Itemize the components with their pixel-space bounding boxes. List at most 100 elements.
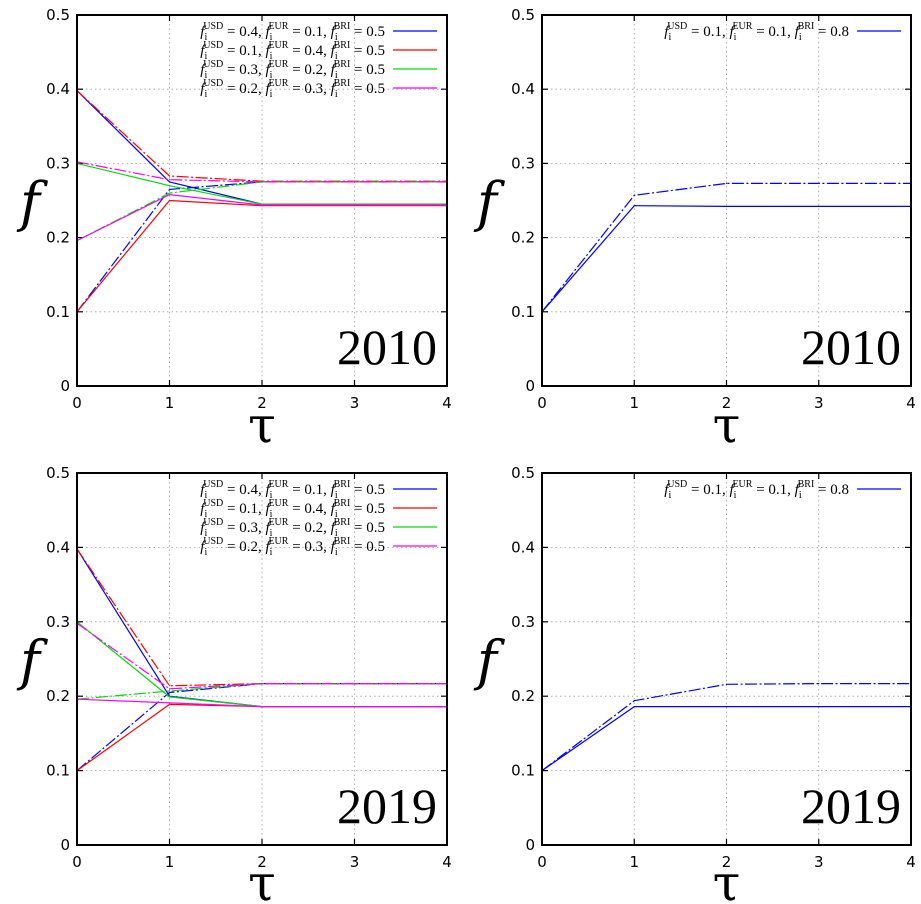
y-tick-label: 0.5 — [511, 6, 535, 24]
data-point — [633, 700, 635, 702]
legend-label: fiUSD = 0.1, fiEUR = 0.1, fiBRI = 0.8 — [664, 21, 849, 43]
y-tick-label: 0.4 — [46, 80, 70, 98]
data-point — [725, 205, 728, 208]
y-tick-label: 0.5 — [46, 6, 70, 24]
plot-frame — [76, 472, 448, 846]
series-line-2 — [76, 703, 447, 772]
data-point — [353, 706, 356, 708]
y-tick-label: 0.3 — [511, 154, 535, 172]
data-point — [353, 204, 356, 206]
plot-frame — [541, 472, 912, 846]
x-tick-label: 3 — [814, 394, 824, 412]
series-line-1 — [76, 181, 447, 313]
y-axis-label: f — [16, 171, 48, 234]
plot-frame — [76, 14, 448, 387]
chart-panel-top-left: 0 1 2 3 4 0 0.1 0.2 0.3 0.4 0.5 fiUSD = 0.4, fiEUR … — [16, 6, 452, 454]
data-point — [168, 691, 171, 694]
year-label: 2019 — [801, 778, 901, 834]
data-point — [633, 194, 635, 196]
chart-panel-bottom-left: 0 1 2 3 4 0 0.1 0.2 0.3 0.4 0.5 fiUSD = 0.4, fiEUR … — [16, 464, 452, 904]
data-point — [168, 199, 171, 202]
data-point — [818, 205, 820, 208]
y-tick-label: 0.2 — [46, 229, 70, 247]
x-axis-label: τ — [713, 396, 741, 454]
x-tick-label: 1 — [165, 853, 175, 871]
legend-label: fiUSD = 0.3, fiEUR = 0.2, fiBRI = 0.5 — [200, 59, 385, 81]
data-point — [168, 688, 171, 690]
data-point — [353, 181, 356, 183]
chart-panel-bottom-right: 0 1 2 3 4 0 0.1 0.2 0.3 0.4 0.5 fiUSD = 0.1, fiEUR … — [473, 464, 916, 904]
x-tick-label: 2 — [257, 394, 267, 412]
data-point — [261, 204, 263, 206]
y-tick-label: 0.1 — [46, 303, 70, 321]
year-label: 2010 — [801, 319, 901, 375]
data-point — [168, 175, 171, 177]
legend-label: fiUSD = 0.2, fiEUR = 0.3, fiBRI = 0.5 — [200, 78, 385, 100]
x-tick-label: 3 — [814, 853, 824, 871]
y-tick-label: 0.3 — [511, 613, 535, 631]
data-point — [818, 682, 820, 685]
y-tick-label: 0 — [525, 377, 535, 395]
data-point — [633, 205, 635, 207]
x-tick-label: 2 — [257, 853, 267, 871]
x-tick-label: 1 — [629, 394, 639, 412]
legend-label: fiUSD = 0.1, fiEUR = 0.4, fiBRI = 0.5 — [200, 40, 385, 62]
x-tick-label: 0 — [537, 394, 547, 412]
x-axis-label: τ — [713, 854, 741, 904]
y-axis-label: f — [473, 171, 505, 234]
data-point — [168, 696, 171, 698]
series-line-4 — [76, 162, 447, 205]
y-tick-label: 0.2 — [511, 687, 535, 705]
y-tick-label: 0.4 — [511, 80, 535, 98]
x-tick-label: 1 — [165, 394, 175, 412]
plot-frame — [541, 14, 912, 387]
data-point — [168, 185, 171, 187]
x-tick-label: 0 — [72, 394, 82, 412]
y-tick-label: 0.2 — [511, 229, 535, 247]
data-point — [725, 182, 728, 185]
data-point — [168, 703, 171, 705]
y-axis-label: f — [473, 629, 505, 692]
data-point — [261, 682, 263, 685]
x-tick-label: 4 — [442, 394, 452, 412]
y-tick-label: 0.5 — [511, 464, 535, 482]
data-point — [168, 192, 171, 194]
y-tick-label: 0.1 — [46, 762, 70, 780]
y-tick-label: 0.5 — [46, 464, 70, 482]
data-point — [818, 182, 820, 185]
data-point — [818, 706, 820, 708]
x-tick-label: 0 — [72, 853, 82, 871]
legend-label: fiUSD = 0.2, fiEUR = 0.3, fiBRI = 0.5 — [200, 536, 385, 558]
data-point — [168, 181, 171, 183]
x-axis-label: τ — [248, 854, 276, 904]
year-label: 2010 — [337, 319, 437, 375]
x-tick-label: 0 — [537, 853, 547, 871]
y-tick-label: 0.4 — [511, 538, 535, 556]
y-tick-label: 0 — [60, 836, 70, 854]
data-point — [633, 706, 635, 708]
y-tick-label: 0 — [525, 836, 535, 854]
data-point — [168, 193, 171, 196]
legend-label: fiUSD = 0.3, fiEUR = 0.2, fiBRI = 0.5 — [200, 517, 385, 539]
y-tick-label: 0.4 — [46, 538, 70, 556]
y-tick-label: 0.3 — [46, 154, 70, 172]
series-line-3 — [76, 90, 447, 182]
legend-label: fiUSD = 0.1, fiEUR = 0.4, fiBRI = 0.5 — [200, 498, 385, 520]
y-tick-label: 0.1 — [511, 762, 535, 780]
x-tick-label: 4 — [906, 853, 916, 871]
x-tick-label: 4 — [442, 853, 452, 871]
series-line-1 — [541, 182, 911, 313]
data-point — [725, 706, 728, 708]
data-point — [168, 179, 171, 181]
data-point — [168, 685, 171, 687]
y-tick-label: 0.3 — [46, 613, 70, 631]
x-tick-label: 2 — [722, 394, 732, 412]
y-tick-label: 0.2 — [46, 687, 70, 705]
year-label: 2019 — [337, 778, 437, 834]
legend-label: fiUSD = 0.4, fiEUR = 0.1, fiBRI = 0.5 — [200, 479, 385, 501]
data-point — [168, 188, 171, 190]
x-axis-label: τ — [248, 396, 276, 454]
chart-panel-top-right: 0 1 2 3 4 0 0.1 0.2 0.3 0.4 0.5 fiUSD = 0.1, fiEUR … — [473, 6, 916, 454]
data-point — [261, 181, 263, 183]
